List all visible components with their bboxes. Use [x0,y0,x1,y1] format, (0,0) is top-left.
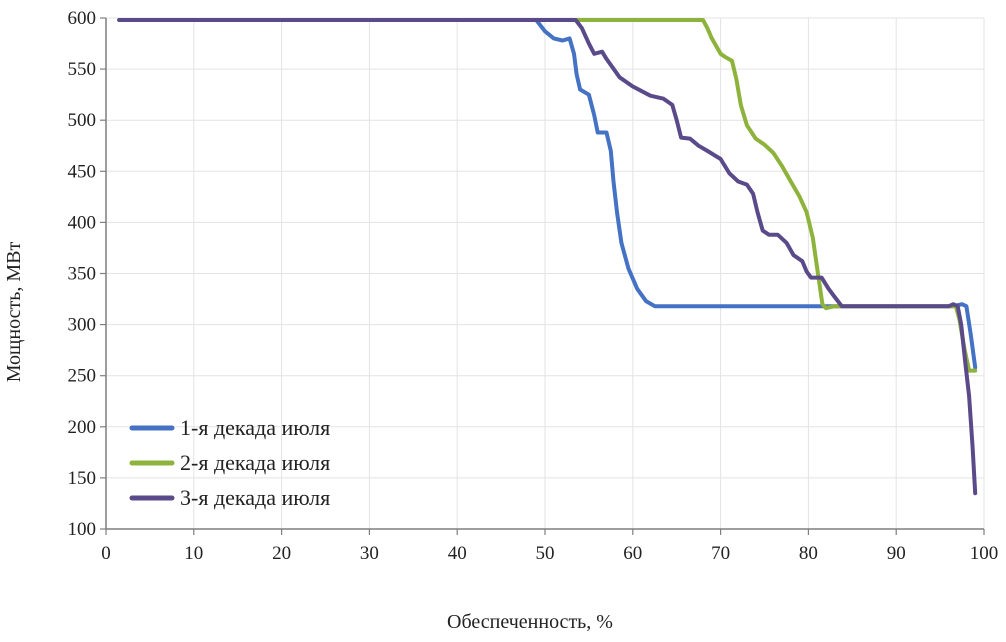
y-tick-label: 600 [68,8,97,29]
x-tick-label: 0 [101,543,111,564]
y-tick-label: 500 [68,110,97,131]
y-tick-label: 400 [68,212,97,233]
legend-label-1: 1-я декада июля [180,415,330,440]
legend-label-3: 3-я декада июля [180,485,330,510]
series-group [117,18,978,496]
y-tick-label: 150 [68,468,97,489]
y-tick-label: 300 [68,315,97,336]
y-tick-label: 450 [68,161,97,182]
y-axis-ticks: 100 150 200 250 300 350 400 450 500 550 600 [68,8,106,540]
y-tick-label: 100 [68,519,97,540]
series-line-1 [117,18,978,370]
series-line-3 [117,18,978,496]
legend: 1-я декада июля 2-я декада июля 3-я декада… [129,415,330,510]
x-tick-label: 80 [799,543,818,564]
y-tick-label: 250 [68,366,97,387]
y-tick-label: 350 [68,264,97,285]
x-tick-label: 100 [970,543,999,564]
x-tick-label: 10 [184,543,203,564]
y-tick-label: 550 [68,59,97,80]
x-tick-label: 70 [711,543,730,564]
x-tick-label: 40 [448,543,467,564]
y-axis-title: Мощность, МВт [3,242,25,383]
x-tick-label: 50 [536,543,555,564]
x-tick-label: 20 [272,543,291,564]
x-tick-label: 60 [623,543,642,564]
x-tick-label: 90 [887,543,906,564]
x-axis-ticks: 0 10 20 30 40 50 60 70 80 90 100 [101,529,998,564]
x-axis-title: Обеспеченность, % [447,611,613,633]
series-line-2 [117,18,978,373]
grid [106,17,985,529]
legend-label-2: 2-я декада июля [180,450,330,475]
y-tick-label: 200 [68,417,97,438]
x-tick-label: 30 [360,543,379,564]
